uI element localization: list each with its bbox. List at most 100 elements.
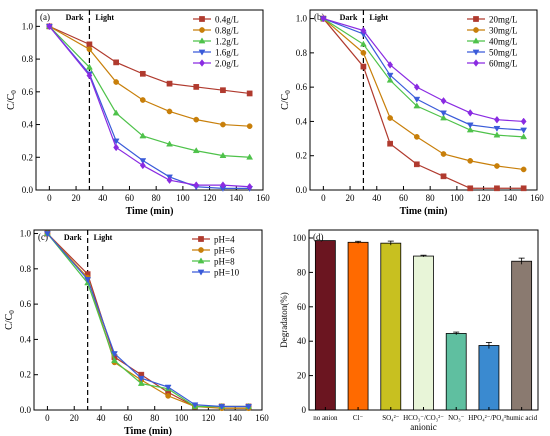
data-point (193, 116, 200, 123)
data-point (387, 115, 393, 121)
data-point (494, 185, 500, 192)
data-point (386, 76, 394, 83)
y-tick-label: 0.2 (20, 370, 31, 380)
plot-frame (35, 9, 264, 191)
data-point (113, 143, 120, 152)
y-tick-label: 0 (302, 405, 307, 415)
data-point (413, 96, 421, 103)
data-point (246, 153, 254, 160)
series-line (322, 18, 524, 189)
y-tick-label: 0.4 (296, 116, 308, 126)
y-axis-label-subscript: 0 (10, 90, 18, 94)
legend-entry: 1.2g/L (215, 37, 239, 47)
category-label: NO₃⁻ (448, 414, 465, 422)
data-point (220, 181, 226, 189)
data-point (139, 158, 147, 165)
x-axis-label: Time (min) (124, 426, 172, 436)
light-annotation: Light (94, 233, 113, 242)
legend-marker (199, 27, 205, 33)
data-point (466, 126, 474, 133)
y-axis-label-subscript: 0 (284, 90, 292, 94)
data-point (113, 59, 119, 66)
data-point (220, 121, 226, 128)
light-annotation: Light (95, 13, 114, 22)
legend-entry: 1.6g/L (215, 48, 239, 58)
x-tick-label: 100 (175, 413, 189, 423)
data-point (112, 109, 120, 116)
series-60mg/L (320, 14, 527, 126)
data-point (520, 185, 527, 192)
x-tick-label: 60 (123, 413, 133, 423)
legend-entry: pH=8 (214, 257, 235, 267)
data-point (111, 356, 118, 363)
x-tick-label: 20 (70, 413, 80, 423)
series-line (49, 25, 250, 127)
x-tick-label: 120 (477, 193, 491, 203)
series-line (46, 233, 249, 408)
y-axis-label-subscript: 0 (8, 310, 16, 314)
data-point (440, 114, 447, 121)
x-tick-label: 140 (230, 193, 244, 203)
data-point (86, 46, 93, 53)
category-label: humic acid (506, 414, 537, 422)
data-point (520, 127, 528, 134)
data-point (218, 404, 226, 411)
legend-entry: 40mg/L (489, 37, 518, 47)
legend-entry: 60mg/L (489, 59, 518, 69)
legend-entry: pH=4 (214, 235, 235, 245)
data-point (467, 185, 474, 192)
y-axis-label: Degradaton(%) (279, 292, 289, 347)
light-annotation: Light (369, 13, 388, 22)
x-tick-label: 0 (321, 193, 326, 203)
x-tick-label: 80 (426, 193, 436, 203)
series-0.4g/L (46, 23, 253, 97)
data-point (85, 63, 93, 70)
data-point (413, 83, 420, 91)
data-point (113, 79, 119, 85)
category-label: HCO₃⁻/CO₃²⁻ (403, 414, 444, 422)
category-label: no anion (313, 414, 338, 422)
x-tick-label: 140 (228, 413, 242, 423)
series-line (322, 18, 524, 171)
data-point (193, 181, 200, 189)
panel-label: (d) (313, 232, 324, 242)
series-line (323, 18, 524, 131)
series-2.0g/L (46, 22, 253, 191)
data-point (440, 110, 447, 117)
data-point (139, 97, 146, 103)
data-point (137, 375, 145, 382)
x-tick-label: 120 (203, 193, 217, 203)
y-tick-label: 20 (297, 371, 307, 381)
legend-entry: 30mg/L (489, 26, 518, 36)
data-point (164, 384, 172, 391)
bar (413, 255, 434, 411)
category-label: SO₄²⁻ (382, 414, 399, 422)
data-point (86, 41, 93, 48)
data-point (386, 72, 394, 79)
legend-entry: pH=10 (214, 268, 240, 278)
bar (445, 333, 467, 411)
legend-marker (199, 16, 205, 22)
data-point (520, 117, 527, 126)
y-tick-label: 0.4 (22, 120, 34, 130)
legend-entry: 50mg/L (489, 48, 518, 58)
data-point (467, 158, 474, 164)
x-axis-label: Time (min) (400, 206, 448, 217)
legend-entry: 0.8g/L (215, 26, 239, 36)
legend-marker (473, 16, 479, 22)
data-point (165, 393, 171, 399)
bar (314, 240, 336, 411)
data-point (440, 151, 447, 157)
legend-marker (197, 269, 205, 276)
data-point (166, 80, 173, 87)
chart-panel-d: 0 20 40 60 80 100 no anion Cl⁻ SO₄²⁻ HCO₃⁻/CO₃²⁻ N… (279, 229, 539, 432)
y-tick-label: 0.2 (296, 151, 307, 161)
data-point (86, 71, 93, 80)
bar (380, 242, 402, 411)
data-point (440, 97, 447, 105)
data-point (43, 231, 51, 238)
y-tick-label: 0.6 (20, 299, 32, 309)
bar (347, 241, 369, 411)
y-tick-label: 1.0 (296, 14, 308, 24)
data-point (520, 133, 528, 140)
